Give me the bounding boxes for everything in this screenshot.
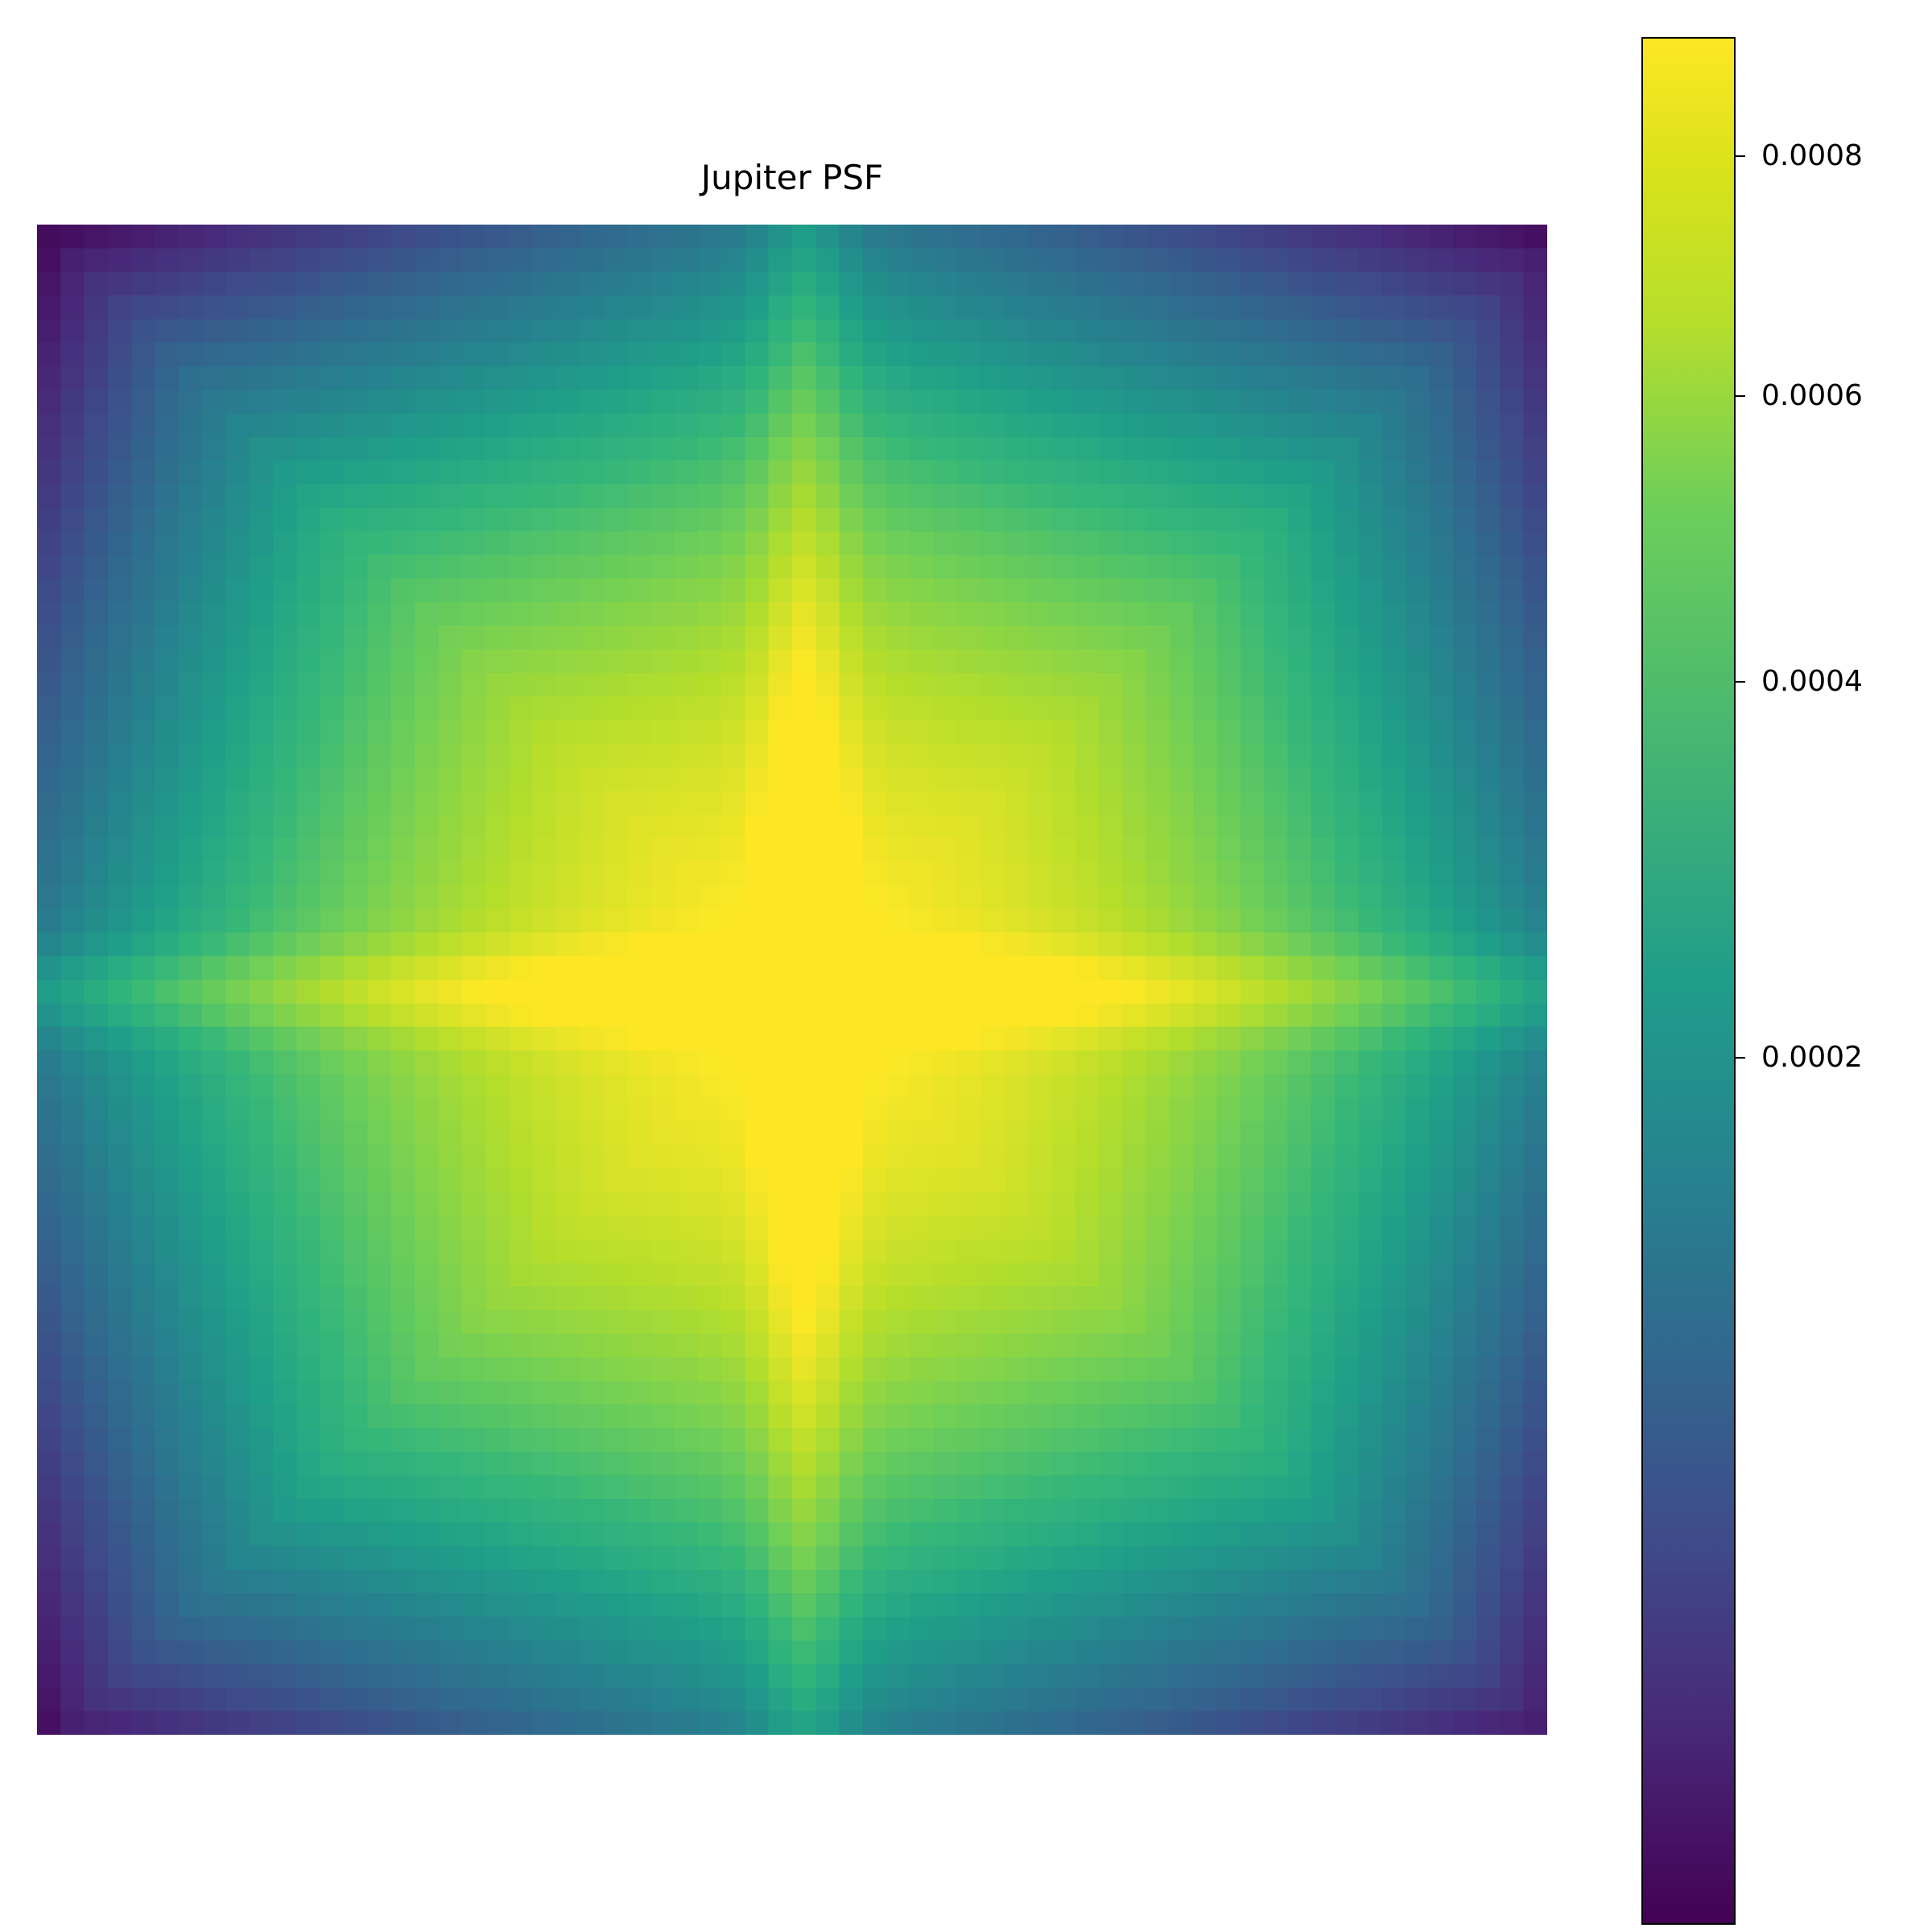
colorbar-tick-label: 0.0008 — [1761, 138, 1863, 172]
colorbar-tick-mark — [1736, 155, 1745, 157]
colorbar — [1641, 37, 1736, 1925]
colorbar-tick-label: 0.0004 — [1761, 665, 1863, 699]
colorbar-tick-mark — [1736, 395, 1745, 398]
colorbar-tick-mark — [1736, 1056, 1745, 1059]
colorbar-tick-mark — [1736, 681, 1745, 683]
chart-title: Jupiter PSF — [700, 158, 884, 197]
heatmap-image — [37, 225, 1547, 1735]
colorbar-tick-label: 0.0002 — [1761, 1040, 1863, 1074]
colorbar-tick-label: 0.0006 — [1761, 379, 1863, 413]
